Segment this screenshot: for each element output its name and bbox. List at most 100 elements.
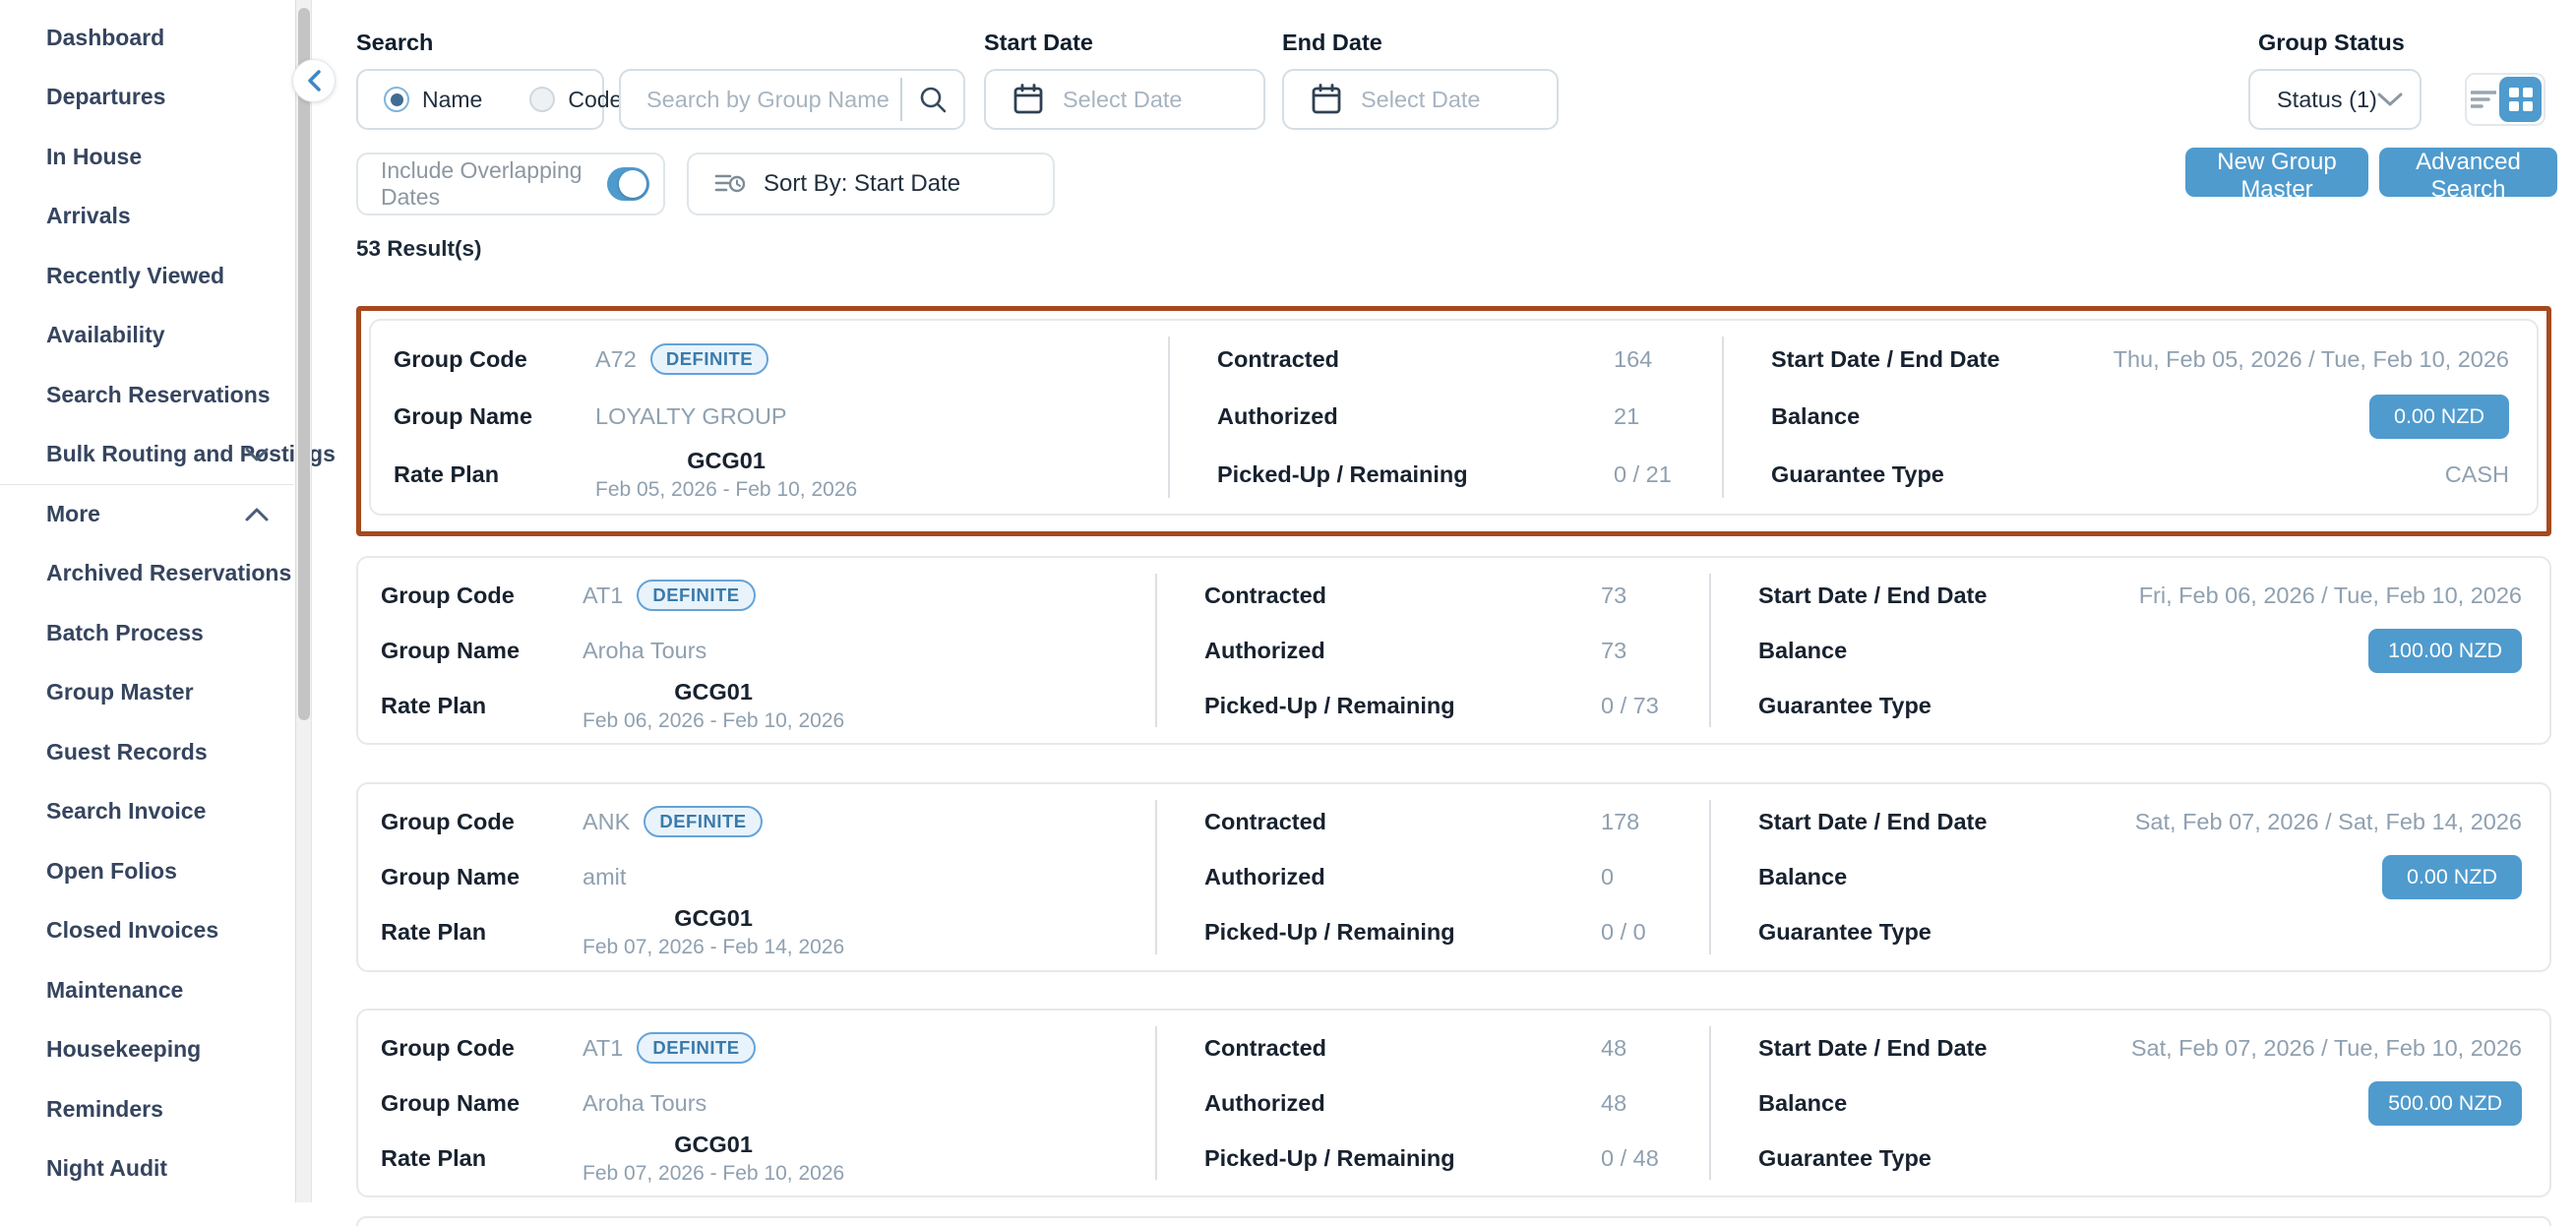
end-date-placeholder: Select Date xyxy=(1361,86,1481,112)
balance-badge[interactable]: 100.00 NZD xyxy=(2368,628,2522,673)
chevron-down-icon xyxy=(245,448,269,461)
search-button[interactable] xyxy=(902,85,963,114)
group-name-label: Group Name xyxy=(381,1089,521,1116)
picked-up-value: 0 / 0 xyxy=(1601,919,1646,946)
sidebar-item-maintenance[interactable]: Maintenance xyxy=(46,976,184,1003)
group-name-label: Group Name xyxy=(381,863,521,889)
sidebar-item-dashboard[interactable]: Dashboard xyxy=(46,24,165,50)
end-date-field[interactable]: Select Date xyxy=(1282,69,1559,130)
new-group-master-button[interactable]: New Group Master xyxy=(2185,148,2368,203)
authorized-label: Authorized xyxy=(1204,863,1325,889)
sidebar-scrollbar-track[interactable] xyxy=(295,0,312,1202)
card-divider xyxy=(1155,1026,1157,1180)
sidebar-item-departures[interactable]: Departures xyxy=(46,84,166,110)
dates-label: Start Date / End Date xyxy=(1758,582,1988,608)
chevron-down-icon xyxy=(2377,92,2403,107)
guarantee-label: Guarantee Type xyxy=(1758,692,1932,718)
group-code-value: ANK xyxy=(583,808,631,834)
sidebar-item-search-reservations[interactable]: Search Reservations xyxy=(46,381,271,407)
view-toggle xyxy=(2465,73,2545,126)
picked-up-label: Picked-Up / Remaining xyxy=(1204,1144,1455,1171)
search-icon xyxy=(920,87,947,113)
rate-plan-value: GCG01 Feb 07, 2026 - Feb 10, 2026 xyxy=(583,1131,845,1185)
include-overlapping-label: Include Overlapping Dates xyxy=(381,157,583,210)
card-divider xyxy=(1155,574,1157,727)
sidebar-scrollbar-thumb[interactable] xyxy=(298,8,310,720)
contracted-label: Contracted xyxy=(1204,582,1327,608)
balance-badge[interactable]: 500.00 NZD xyxy=(2368,1080,2522,1126)
group-name-label: Group Name xyxy=(381,637,521,663)
main-content: Search Start Date End Date Group Status … xyxy=(316,0,2576,1226)
picked-up-label: Picked-Up / Remaining xyxy=(1217,461,1468,488)
sort-by-dropdown[interactable]: Sort By: Start Date xyxy=(687,153,1055,215)
dates-value: Thu, Feb 05, 2026 / Tue, Feb 10, 2026 xyxy=(2113,345,2509,372)
group-card[interactable]: Group Code Group Name Rate Plan AT1 DEFIN… xyxy=(356,1009,2551,1197)
balance-label: Balance xyxy=(1758,863,1848,889)
sidebar-item-night-audit[interactable]: Night Audit xyxy=(46,1155,168,1182)
card-divider xyxy=(1168,337,1170,498)
sidebar-item-bulk-routing[interactable]: Bulk Routing and Postings xyxy=(46,441,336,467)
sidebar-item-group-master[interactable]: Group Master xyxy=(46,679,194,705)
sidebar-item-in-house[interactable]: In House xyxy=(46,143,143,169)
group-card[interactable]: Group Code Group Name Rate Plan A72 DEFIN… xyxy=(369,319,2539,516)
group-name-value: Aroha Tours xyxy=(583,1089,707,1116)
advanced-search-button[interactable]: Advanced Search xyxy=(2379,148,2557,203)
card-divider xyxy=(1155,800,1157,954)
radio-code[interactable]: Code xyxy=(529,87,622,113)
calendar-icon xyxy=(1312,84,1341,115)
end-date-label: End Date xyxy=(1282,30,1382,55)
group-status-dropdown[interactable]: Status (1) xyxy=(2248,69,2422,130)
group-name-value: amit xyxy=(583,863,627,889)
sidebar-item-archived-reservations[interactable]: Archived Reservations xyxy=(46,560,292,586)
authorized-value: 0 xyxy=(1601,863,1615,889)
grid-view-icon xyxy=(2508,88,2533,111)
guarantee-label: Guarantee Type xyxy=(1758,1144,1932,1171)
dates-label: Start Date / End Date xyxy=(1758,1034,1988,1061)
contracted-label: Contracted xyxy=(1204,808,1327,834)
search-label: Search xyxy=(356,30,434,55)
group-code-label: Group Code xyxy=(381,808,515,834)
status-badge: DEFINITE xyxy=(649,343,769,376)
dates-value: Sat, Feb 07, 2026 / Tue, Feb 10, 2026 xyxy=(2130,1034,2522,1061)
contracted-value: 73 xyxy=(1601,582,1627,608)
contracted-value: 48 xyxy=(1601,1034,1627,1061)
sidebar-item-closed-invoices[interactable]: Closed Invoices xyxy=(46,917,219,944)
sidebar-item-housekeeping[interactable]: Housekeeping xyxy=(46,1036,202,1063)
sidebar-item-guest-records[interactable]: Guest Records xyxy=(46,738,208,765)
dates-value: Fri, Feb 06, 2026 / Tue, Feb 10, 2026 xyxy=(2138,582,2522,608)
group-code-label: Group Code xyxy=(394,345,527,372)
sidebar-item-search-invoice[interactable]: Search Invoice xyxy=(46,798,207,825)
search-input[interactable] xyxy=(621,85,900,114)
group-name-value: Aroha Tours xyxy=(583,637,707,663)
sidebar-item-open-folios[interactable]: Open Folios xyxy=(46,857,177,884)
include-overlapping-toggle[interactable] xyxy=(606,167,649,201)
grid-view-button[interactable] xyxy=(2499,77,2542,122)
sidebar-item-availability[interactable]: Availability xyxy=(46,322,165,348)
authorized-label: Authorized xyxy=(1204,1089,1325,1116)
balance-badge[interactable]: 0.00 NZD xyxy=(2382,854,2522,899)
balance-label: Balance xyxy=(1758,1089,1848,1116)
balance-badge[interactable]: 0.00 NZD xyxy=(2369,395,2509,440)
rate-plan-label: Rate Plan xyxy=(381,919,487,946)
card-divider xyxy=(1709,1026,1711,1180)
sidebar-item-arrivals[interactable]: Arrivals xyxy=(46,203,131,229)
start-date-field[interactable]: Select Date xyxy=(984,69,1265,130)
radio-selected-icon xyxy=(384,87,409,112)
sidebar-item-recently-viewed[interactable]: Recently Viewed xyxy=(46,262,225,288)
contracted-value: 164 xyxy=(1614,345,1653,372)
group-card[interactable]: Group Code Group Name Rate Plan ANK DEFIN… xyxy=(356,782,2551,972)
group-card[interactable]: Group Code Group Name Rate Plan AT1 DEFIN… xyxy=(356,556,2551,745)
sidebar-item-more[interactable]: More xyxy=(0,484,294,544)
sidebar: Dashboard Departures In House Arrivals R… xyxy=(0,0,336,1220)
balance-label: Balance xyxy=(1771,403,1861,430)
results-count: 53 Result(s) xyxy=(356,236,482,261)
chevron-left-icon xyxy=(308,70,321,92)
list-view-button[interactable] xyxy=(2467,89,2499,110)
guarantee-label: Guarantee Type xyxy=(1771,461,1944,488)
toggle-knob xyxy=(619,170,646,198)
sidebar-item-batch-process[interactable]: Batch Process xyxy=(46,619,204,645)
sidebar-collapse-button[interactable] xyxy=(292,59,336,102)
radio-name[interactable]: Name xyxy=(384,87,482,113)
group-search-field xyxy=(619,69,965,130)
sidebar-item-reminders[interactable]: Reminders xyxy=(46,1095,163,1122)
